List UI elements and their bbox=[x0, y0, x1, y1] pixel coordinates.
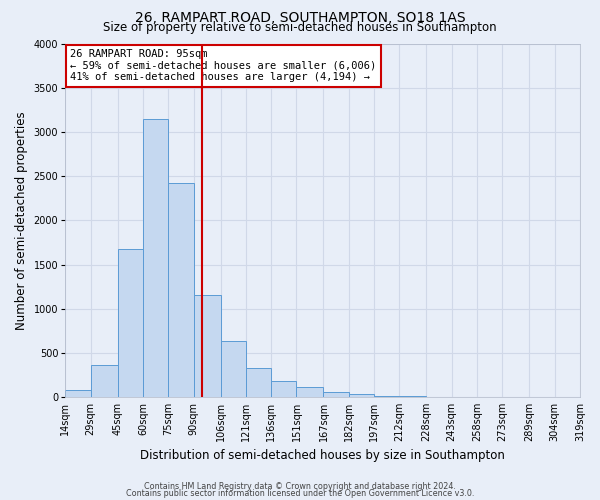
Bar bbox=[168, 182, 194, 397]
Text: 26 RAMPART ROAD: 95sqm
← 59% of semi-detached houses are smaller (6,006)
41% of : 26 RAMPART ROAD: 95sqm ← 59% of semi-det… bbox=[70, 50, 377, 82]
Bar bbox=[271, 380, 296, 397]
Bar bbox=[118, 248, 143, 397]
Bar bbox=[194, 294, 221, 397]
Bar bbox=[143, 119, 168, 397]
Text: 26, RAMPART ROAD, SOUTHAMPTON, SO18 1AS: 26, RAMPART ROAD, SOUTHAMPTON, SO18 1AS bbox=[134, 11, 466, 25]
Text: Contains public sector information licensed under the Open Government Licence v3: Contains public sector information licen… bbox=[126, 489, 474, 498]
Bar bbox=[246, 368, 271, 397]
Bar bbox=[296, 387, 323, 397]
Bar bbox=[221, 342, 246, 397]
Bar bbox=[349, 394, 374, 397]
Bar bbox=[91, 365, 118, 397]
Text: Size of property relative to semi-detached houses in Southampton: Size of property relative to semi-detach… bbox=[103, 21, 497, 34]
Bar bbox=[323, 392, 349, 397]
Bar bbox=[374, 396, 400, 397]
Text: Contains HM Land Registry data © Crown copyright and database right 2024.: Contains HM Land Registry data © Crown c… bbox=[144, 482, 456, 491]
X-axis label: Distribution of semi-detached houses by size in Southampton: Distribution of semi-detached houses by … bbox=[140, 450, 505, 462]
Y-axis label: Number of semi-detached properties: Number of semi-detached properties bbox=[15, 111, 28, 330]
Bar bbox=[65, 390, 91, 397]
